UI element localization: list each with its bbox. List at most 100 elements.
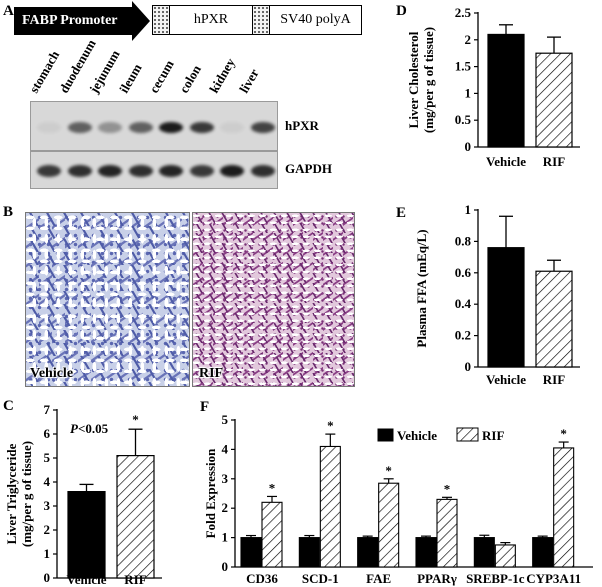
chart-f-bar-rif-4: [494, 544, 516, 568]
gapdh-band-duodenum: [67, 165, 92, 177]
hpxr-band-liver: [250, 121, 275, 133]
panel-label-f: F: [200, 399, 210, 415]
panel-label-a: A: [3, 3, 14, 19]
chart-f-bar-vehicle-5: [532, 537, 554, 568]
chart-f-bar-rif-5: [553, 447, 575, 568]
gapdh-band-kidney: [220, 165, 244, 177]
chart-f-significance-star: *: [444, 481, 451, 496]
chart-f-bar-vehicle-2: [357, 537, 379, 568]
chart-f-x-label: CD36: [246, 571, 278, 586]
chart-c-annotation: P<0.05: [70, 421, 109, 436]
chart-f-significance-star: *: [385, 463, 392, 478]
chart-c-ytick-label: 0: [44, 570, 51, 585]
chart-c-bar-rif: [116, 455, 155, 579]
vehicle-micrograph: Vehicle: [25, 212, 190, 387]
chart-f-x-label: FAE: [366, 571, 391, 586]
chart-c-ytick-label: 3: [44, 498, 51, 513]
panel-label-c: C: [3, 398, 14, 414]
chart-e-ytick-label: 1: [465, 202, 472, 217]
promoter-arrow: FABP Promoter: [14, 7, 132, 35]
chart-f-ytick-label: 1: [222, 530, 229, 545]
chart-c-ytick-label: 5: [44, 450, 51, 465]
gapdh-blot: [30, 151, 278, 189]
chart-f-significance-star: *: [327, 418, 334, 433]
chart-f-legend-swatch-rif: [456, 427, 479, 442]
chart-f-y-label: Fold Expression: [203, 448, 218, 538]
intron-box-right: [252, 5, 270, 35]
chart-f-x-label: CYP3A11: [526, 571, 581, 586]
chart-f-x-label: PPARγ: [417, 571, 457, 586]
chart-e-ytick-label: 0: [465, 359, 472, 374]
chart-f-bar-vehicle-4: [473, 537, 495, 568]
chart-f-bar-rif-1: [319, 445, 341, 568]
hpxr-band-colon: [189, 121, 214, 133]
hpxr-blot: [30, 101, 278, 151]
chart-f-bar-vehicle-3: [415, 537, 437, 568]
chart-e-x-label: RIF: [543, 372, 565, 387]
chart-f-legend-swatch-vehicle: [377, 428, 394, 442]
chart-f-legend-label-rif: RIF: [482, 428, 504, 443]
chart-e-y-label: Plasma FFA (mEq/L): [414, 229, 429, 347]
gapdh-band-liver: [250, 165, 275, 177]
chart-e-ytick-label: 0.4: [455, 296, 472, 311]
chart-c-x-label: Vehicle: [67, 572, 107, 587]
gapdh-blot-label: GAPDH: [285, 161, 332, 176]
chart-f-bar-rif-2: [378, 482, 400, 568]
chart-f-legend-label-vehicle: Vehicle: [397, 428, 437, 443]
chart-f-ytick-label: 4: [222, 441, 229, 456]
hpxr-band-stomach: [37, 121, 61, 133]
chart-d-ytick-label: 2: [465, 32, 472, 47]
chart-c-ytick-label: 6: [44, 426, 51, 441]
chart-c-bar-vehicle: [67, 491, 106, 579]
chart-c-significance-star: *: [132, 412, 139, 427]
chart-f-bar-vehicle-0: [240, 537, 262, 568]
chart-f-x-label: SCD-1: [302, 571, 339, 586]
gapdh-band-colon: [189, 165, 214, 177]
chart-e-ytick-label: 0.2: [455, 328, 471, 343]
panel-label-e: E: [396, 205, 407, 221]
chart-d-ytick-label: 0: [465, 139, 472, 154]
chart-e-bar-vehicle: [487, 247, 525, 368]
chart-f-bar-rif-3: [436, 498, 458, 568]
intron-box-left: [152, 5, 170, 35]
chart-c-x-label: RIF: [124, 572, 146, 587]
chart-d-y-label: Liver Cholesterol(mg/per g of tissue): [406, 27, 436, 133]
promoter-arrowhead: [132, 1, 150, 41]
chart-f-bar-vehicle-1: [298, 537, 320, 568]
chart-d-ytick-label: 0.5: [455, 112, 472, 127]
chart-c-ytick-label: 4: [44, 474, 51, 489]
hpxr-band-jejunum: [98, 121, 122, 133]
panel-label-b: B: [3, 204, 14, 220]
gapdh-band-ileum: [128, 165, 153, 177]
gapdh-band-stomach: [37, 165, 61, 177]
chart-e-x-label: Vehicle: [486, 372, 526, 387]
hpxr-band-duodenum: [67, 121, 92, 133]
chart-f-ytick-label: 0: [222, 559, 229, 574]
chart-d-bar-vehicle: [487, 33, 525, 148]
chart-c-ytick-label: 2: [44, 522, 51, 537]
chart-d-bar-rif: [535, 52, 573, 148]
chart-c-ytick-label: 1: [44, 546, 51, 561]
hpxr-band-ileum: [128, 121, 153, 133]
chart-c-y-label: Liver Triglyceride(mg/per g of tissue): [4, 441, 34, 547]
chart-c-ytick-label: 7: [44, 402, 51, 417]
chart-f-significance-star: *: [560, 426, 567, 441]
chart-f-bar-rif-0: [261, 501, 283, 568]
rif-micrograph: RIF: [192, 212, 355, 387]
chart-f-ytick-label: 2: [222, 500, 229, 515]
chart-d-ytick-label: 2.5: [455, 5, 472, 20]
chart-f-significance-star: *: [269, 480, 276, 495]
chart-d-ytick-label: 1.5: [455, 59, 472, 74]
chart-f-ytick-label: 3: [222, 471, 229, 486]
gapdh-band-jejunum: [98, 165, 122, 177]
chart-f-ytick-label: 5: [222, 412, 229, 427]
chart-e-ytick-label: 0.6: [455, 265, 472, 280]
chart-d-x-label: Vehicle: [486, 154, 526, 169]
chart-f-x-label: SREBP-1c: [466, 571, 525, 586]
rif-micrograph-label: RIF: [199, 366, 224, 381]
hpxr-box: hPXR: [169, 5, 253, 35]
panel-label-d: D: [396, 3, 407, 19]
gapdh-band-cecum: [159, 165, 183, 177]
chart-d-ytick-label: 1: [465, 85, 472, 100]
